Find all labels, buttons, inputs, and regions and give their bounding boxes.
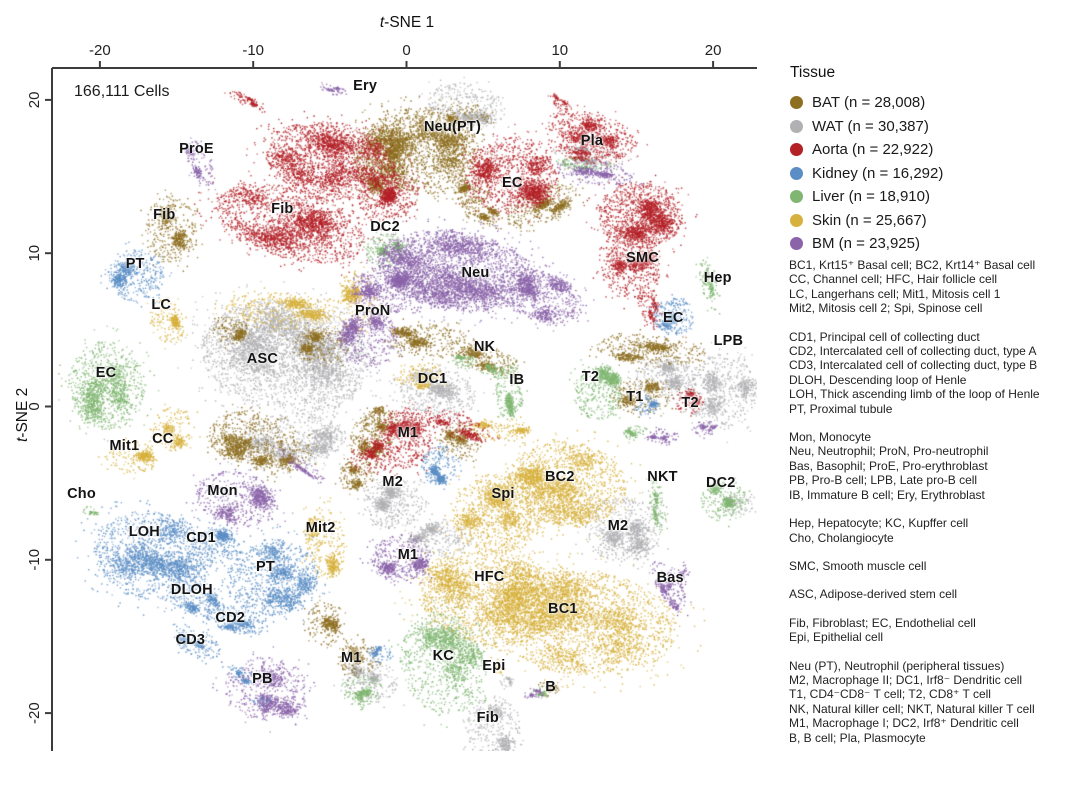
abbreviation-notes: BC1, Krt15⁺ Basal cell; BC2, Krt14⁺ Basa… <box>789 258 1075 759</box>
abbr-group: Hep, Hepatocyte; KC, Kupffer cell Cho, Ch… <box>789 516 1075 545</box>
x-axis-title: t-SNE 1 <box>379 14 435 31</box>
abbr-group: Fib, Fibroblast; EC, Endothelial cell Epi… <box>789 616 1075 645</box>
abbr-group: BC1, Krt15⁺ Basal cell; BC2, Krt14⁺ Basa… <box>789 258 1075 316</box>
legend-item-label: Aorta (n = 22,922) <box>812 141 934 159</box>
abbr-line: DLOH, Descending loop of Henle <box>789 372 967 387</box>
abbr-line: NK, Natural killer cell; NKT, Natural ki… <box>789 701 1035 716</box>
legend-item-label: WAT (n = 30,387) <box>812 117 929 135</box>
legend-item-bat: BAT (n = 28,008) <box>788 91 943 115</box>
legend-color-dot <box>790 119 803 133</box>
tsne-scatter-canvas <box>52 68 757 751</box>
legend-color-dot <box>790 143 803 157</box>
abbr-line: T1, CD4⁻CD8⁻ T cell; T2, CD8⁺ T cell <box>789 687 991 702</box>
y-tick-label: -10 <box>26 549 43 571</box>
abbr-line: Mit2, Mitosis cell 2; Spi, Spinose cell <box>789 301 983 316</box>
abbr-line: M1, Macrophage I; DC2, Irf8⁺ Dendritic c… <box>789 716 1019 731</box>
abbr-line: PB, Pro-B cell; LPB, Late pro-B cell <box>789 473 978 488</box>
abbr-line: SMC, Smooth muscle cell <box>789 558 927 573</box>
abbr-line: CD2, Intercalated cell of collecting duc… <box>789 344 1037 359</box>
abbr-group: ASC, Adipose-derived stem cell <box>789 587 1075 601</box>
x-tick-label: 0 <box>402 42 410 59</box>
abbr-line: IB, Immature B cell; Ery, Erythroblast <box>789 487 985 502</box>
abbr-line: Epi, Epithelial cell <box>789 630 884 645</box>
abbr-group: Neu (PT), Neutrophil (peripheral tissues… <box>789 659 1075 745</box>
abbr-line: Mon, Monocyte <box>789 430 872 445</box>
abbr-group: Mon, Monocyte Neu, Neutrophil; ProN, Pro-… <box>789 430 1075 502</box>
abbr-group: SMC, Smooth muscle cell <box>789 559 1075 573</box>
abbr-line: LC, Langerhans cell; Mit1, Mitosis cell … <box>789 286 1001 301</box>
abbr-line: Hep, Hepatocyte; KC, Kupffer cell <box>789 516 969 531</box>
abbr-line: M2, Macrophage II; DC1, Irf8⁻ Dendritic … <box>789 672 1023 687</box>
legend-item-label: Kidney (n = 16,292) <box>812 164 944 182</box>
abbr-line: LOH, Thick ascending limb of the loop of… <box>789 387 1040 402</box>
y-tick-label: 20 <box>26 92 43 109</box>
abbr-line: Bas, Basophil; ProE, Pro-erythroblast <box>789 458 988 473</box>
legend-item-label: BM (n = 23,925) <box>812 235 920 253</box>
abbr-group: CD1, Principal cell of collecting duct CD… <box>789 330 1075 416</box>
abbr-line: Cho, Cholangiocyte <box>789 530 894 545</box>
legend-item-label: BAT (n = 28,008) <box>812 94 926 112</box>
legend-item-label: Liver (n = 18,910) <box>812 188 930 206</box>
abbr-line: B, B cell; Pla, Plasmocyte <box>789 730 926 745</box>
x-tick-label: 20 <box>705 42 722 59</box>
legend-item-liver: Liver (n = 18,910) <box>788 185 943 209</box>
legend-item-wat: WAT (n = 30,387) <box>788 115 943 139</box>
legend-item-skin: Skin (n = 25,667) <box>788 209 943 233</box>
abbr-line: CD3, Intercalated cell of collecting duc… <box>789 358 1038 373</box>
x-tick-label: -10 <box>242 42 264 59</box>
y-tick-label: -20 <box>26 702 43 724</box>
legend-color-dot <box>790 166 803 180</box>
abbr-line: Neu, Neutrophil; ProN, Pro-neutrophil <box>789 444 989 459</box>
x-tick-label: -20 <box>89 42 111 59</box>
legend-color-dot <box>790 96 803 110</box>
abbr-line: ASC, Adipose-derived stem cell <box>789 587 958 602</box>
tissue-legend: Tissue BAT (n = 28,008) WAT (n = 30,387) A… <box>788 64 943 256</box>
y-tick-label: 10 <box>26 245 43 262</box>
abbr-line: PT, Proximal tubule <box>789 401 893 416</box>
legend-color-dot <box>790 237 803 251</box>
legend-color-dot <box>790 190 803 204</box>
legend-items: BAT (n = 28,008) WAT (n = 30,387) Aorta (n… <box>788 91 943 256</box>
legend-item-bm: BM (n = 23,925) <box>788 232 943 256</box>
abbr-line: BC1, Krt15⁺ Basal cell; BC2, Krt14⁺ Basa… <box>789 258 1036 272</box>
abbr-line: CD1, Principal cell of collecting duct <box>789 329 980 344</box>
legend-item-label: Skin (n = 25,667) <box>812 211 927 229</box>
legend-item-aorta: Aorta (n = 22,922) <box>788 138 943 162</box>
abbr-line: CC, Channel cell; HFC, Hair follicle cel… <box>789 272 998 287</box>
abbr-line: Neu (PT), Neutrophil (peripheral tissues… <box>789 658 1005 673</box>
legend-title: Tissue <box>790 64 836 81</box>
cells-count-label: 166,111 Cells <box>74 83 170 100</box>
abbr-line: Fib, Fibroblast; EC, Endothelial cell <box>789 615 976 630</box>
legend-color-dot <box>790 213 803 227</box>
x-tick-label: 10 <box>551 42 568 59</box>
y-axis-title: t-SNE 2 <box>14 387 31 442</box>
legend-item-kidney: Kidney (n = 16,292) <box>788 162 943 186</box>
